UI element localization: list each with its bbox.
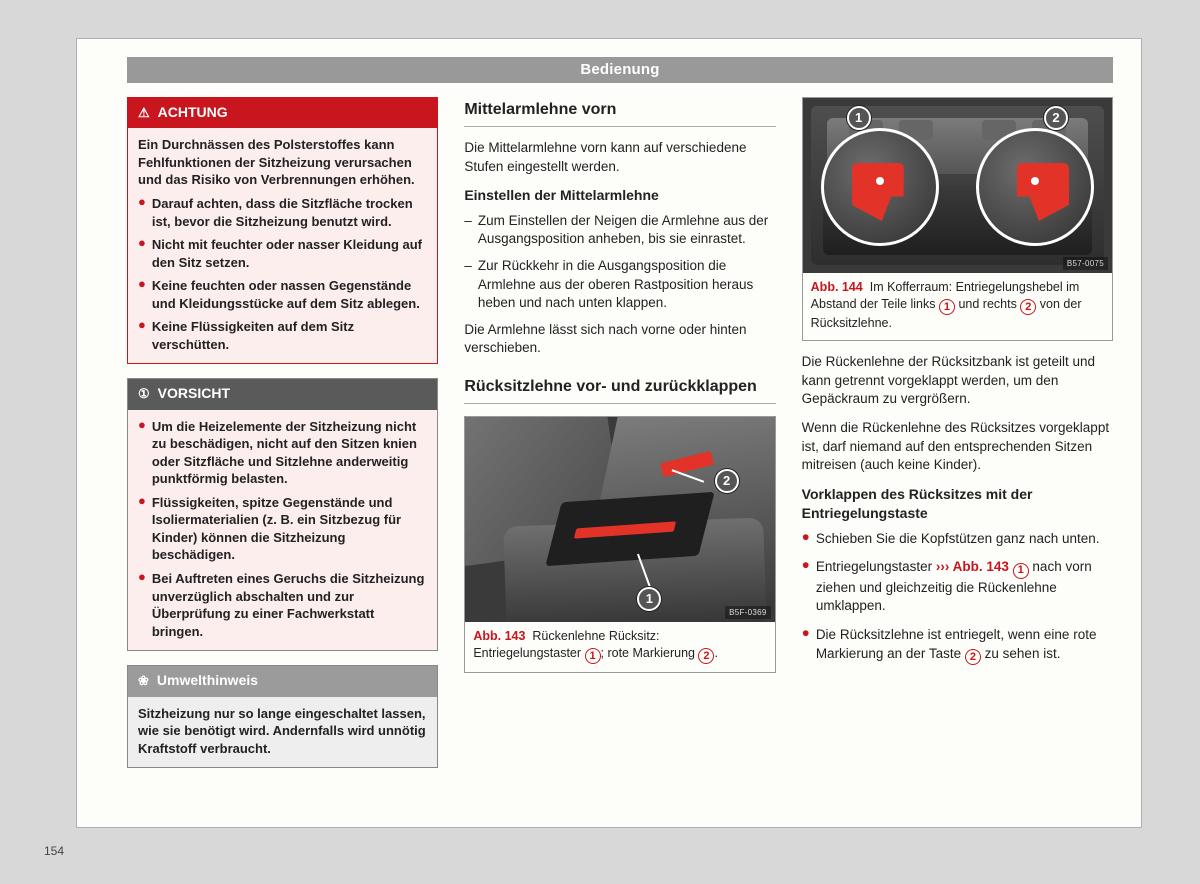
- figure-143-label: Abb. 143: [473, 629, 525, 643]
- mittel-end: Die Armlehne lässt sich nach vorne oder …: [464, 321, 775, 358]
- vorsicht-b1: ●Um die Heizelemente der Sitzheizung nic…: [138, 418, 427, 488]
- umwelt-head: ❀ Umwelthinweis: [128, 666, 437, 696]
- detail-circle-left: [821, 128, 939, 246]
- col3-b2-text: Entriegelungstaster ››› Abb. 143 1 nach …: [816, 558, 1113, 616]
- figure-143-image: 1 2 B5F-0369: [465, 417, 774, 622]
- vorsicht-box: ① VORSICHT ●Um die Heizelemente der Sitz…: [127, 378, 438, 651]
- eco-icon: ❀: [138, 672, 149, 690]
- figure-144-caption: Abb. 144 Im Kofferraum: Entriegelungsheb…: [803, 273, 1112, 340]
- achtung-intro: Ein Durchnässen des Polsterstoffes kann …: [138, 136, 427, 189]
- vorsicht-b3-text: Bei Auftreten eines Geruchs die Sitzheiz…: [152, 570, 427, 640]
- bullet-icon: ●: [138, 195, 146, 230]
- achtung-b3: ●Keine feuchten oder nassen Gegenstände …: [138, 277, 427, 312]
- achtung-title: ACHTUNG: [158, 103, 228, 122]
- bullet-icon: ●: [138, 494, 146, 564]
- col3-b3: ● Die Rücksitzlehne ist entriegelt, wenn…: [802, 626, 1113, 665]
- manual-page: Bedienung ⚠ ACHTUNG Ein Durchnässen des …: [76, 38, 1142, 828]
- figure-144-cap-b: und rechts: [955, 297, 1020, 311]
- dash-item-1: –Zum Einstellen der Neigen die Armlehne …: [464, 212, 775, 249]
- circled-2-icon: 2: [1020, 299, 1036, 315]
- bullet-icon: ●: [138, 236, 146, 271]
- col3-b2a: Entriegelungstaster: [816, 559, 936, 574]
- circled-2-icon: 2: [698, 648, 714, 664]
- heading-mittelarmlehne: Mittelarmlehne vorn: [464, 99, 775, 127]
- vorsicht-head: ① VORSICHT: [128, 379, 437, 409]
- figure-144-label: Abb. 144: [811, 280, 863, 294]
- col3-b2: ● Entriegelungstaster ››› Abb. 143 1 nac…: [802, 558, 1113, 616]
- achtung-b2: ●Nicht mit feuchter oder nasser Kleidung…: [138, 236, 427, 271]
- figure-143-cap-c: .: [714, 646, 717, 660]
- col3-bullets: ● Schieben Sie die Kopfstützen ganz nach …: [802, 530, 1113, 666]
- dash-1-text: Zum Einstellen der Neigen die Armlehne a…: [478, 212, 776, 249]
- vorsicht-b2: ●Flüssigkeiten, spitze Gegenstände und I…: [138, 494, 427, 564]
- col3-p1: Die Rückenlehne der Rücksitzbank ist get…: [802, 353, 1113, 409]
- callout-2-icon: 2: [1044, 106, 1068, 130]
- achtung-b3-text: Keine feuchten oder nassen Gegenstände u…: [152, 277, 427, 312]
- col3-p2: Wenn die Rückenlehne des Rücksitzes vorg…: [802, 419, 1113, 475]
- circled-1-icon: 1: [939, 299, 955, 315]
- col3-b3-text: Die Rücksitzlehne ist entriegelt, wenn e…: [816, 626, 1113, 665]
- col3-b1-text: Schieben Sie die Kopfstützen ganz nach u…: [816, 530, 1100, 549]
- detail-circle-right: [976, 128, 1094, 246]
- figure-143-caption: Abb. 143 Rückenlehne Rücksitz: Entriegel…: [465, 622, 774, 672]
- column-middle: Mittelarmlehne vorn Die Mittelarmlehne v…: [464, 97, 775, 782]
- achtung-box: ⚠ ACHTUNG Ein Durchnässen des Polstersto…: [127, 97, 438, 364]
- achtung-head: ⚠ ACHTUNG: [128, 98, 437, 128]
- figure-143-code: B5F-0369: [725, 606, 771, 619]
- callout-1-icon: 1: [847, 106, 871, 130]
- vorsicht-body: ●Um die Heizelemente der Sitzheizung nic…: [128, 410, 437, 651]
- umwelt-text: Sitzheizung nur so lange eingeschaltet l…: [138, 705, 427, 758]
- bullet-icon: ●: [138, 570, 146, 640]
- achtung-body: Ein Durchnässen des Polsterstoffes kann …: [128, 128, 437, 363]
- col3-b1: ● Schieben Sie die Kopfstützen ganz nach …: [802, 530, 1113, 549]
- umwelt-box: ❀ Umwelthinweis Sitzheizung nur so lange…: [127, 665, 438, 768]
- heading-vorklappen: Vorklappen des Rücksitzes mit der Entrie…: [802, 485, 1113, 524]
- vorsicht-title: VORSICHT: [158, 384, 230, 403]
- bullet-icon: ●: [802, 558, 810, 616]
- achtung-b4-text: Keine Flüssigkeiten auf dem Sitz verschü…: [152, 318, 427, 353]
- figure-144-code: B57-0075: [1063, 257, 1108, 270]
- vorsicht-b3: ●Bei Auftreten eines Geruchs die Sitzhei…: [138, 570, 427, 640]
- achtung-b1-text: Darauf achten, dass die Sitzfläche trock…: [152, 195, 427, 230]
- col3-b3b: zu sehen ist.: [981, 646, 1061, 661]
- achtung-b4: ●Keine Flüssigkeiten auf dem Sitz versch…: [138, 318, 427, 353]
- vorsicht-b2-text: Flüssigkeiten, spitze Gegenstände und Is…: [152, 494, 427, 564]
- figure-143: 1 2 B5F-0369 Abb. 143 Rückenlehne Rücksi…: [464, 416, 775, 673]
- circled-1-icon: 1: [585, 648, 601, 664]
- vorsicht-b1-text: Um die Heizelemente der Sitzheizung nich…: [152, 418, 427, 488]
- warning-icon: ⚠: [138, 104, 150, 122]
- bullet-icon: ●: [802, 626, 810, 665]
- col3-b2-ref: ››› Abb. 143: [936, 559, 1009, 574]
- page-header: Bedienung: [127, 57, 1113, 83]
- mittel-intro: Die Mittelarmlehne vorn kann auf verschi…: [464, 139, 775, 176]
- column-right: 1 2 B57-0075 Abb. 144 Im Kofferraum: Ent…: [802, 97, 1113, 782]
- callout-2-icon: 2: [715, 469, 739, 493]
- bullet-icon: ●: [138, 277, 146, 312]
- figure-144-image: 1 2 B57-0075: [803, 98, 1112, 273]
- figure-144: 1 2 B57-0075 Abb. 144 Im Kofferraum: Ent…: [802, 97, 1113, 341]
- page-number: 154: [44, 844, 64, 858]
- heading-ruecksitzlehne: Rücksitzlehne vor- und zurückklappen: [464, 376, 775, 404]
- dash-2-text: Zur Rückkehr in die Ausgangsposition die…: [478, 257, 776, 313]
- bullet-icon: ●: [802, 530, 810, 549]
- achtung-b1: ●Darauf achten, dass die Sitzfläche troc…: [138, 195, 427, 230]
- column-left: ⚠ ACHTUNG Ein Durchnässen des Polstersto…: [127, 97, 438, 782]
- dash-icon: –: [464, 257, 472, 313]
- umwelt-body: Sitzheizung nur so lange eingeschaltet l…: [128, 697, 437, 768]
- dash-item-2: –Zur Rückkehr in die Ausgangsposition di…: [464, 257, 775, 313]
- bullet-icon: ●: [138, 418, 146, 488]
- achtung-b2-text: Nicht mit feuchter oder nasser Kleidung …: [152, 236, 427, 271]
- dash-icon: –: [464, 212, 472, 249]
- info-icon: ①: [138, 385, 150, 403]
- bullet-icon: ●: [138, 318, 146, 353]
- heading-einstellen: Einstellen der Mittelarmlehne: [464, 186, 775, 205]
- circled-2-icon: 2: [965, 649, 981, 665]
- circled-1-icon: 1: [1013, 563, 1029, 579]
- columns: ⚠ ACHTUNG Ein Durchnässen des Polstersto…: [127, 97, 1113, 782]
- figure-143-cap-b: ; rote Markierung: [601, 646, 699, 660]
- umwelt-title: Umwelthinweis: [157, 671, 258, 690]
